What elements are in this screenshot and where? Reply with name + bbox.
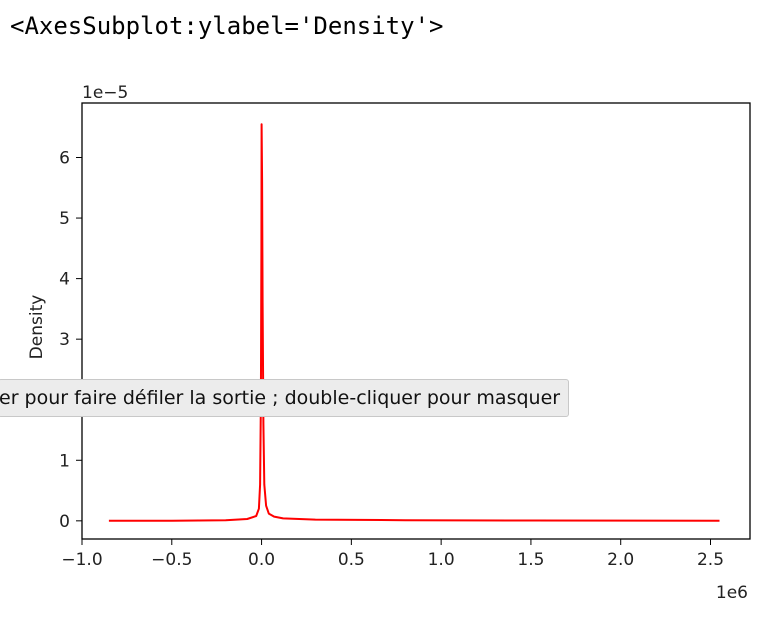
axes-frame: [81, 102, 751, 540]
x-offset-text: 1e6: [716, 583, 748, 603]
output-repr-text: <AxesSubplot:ylabel='Density'>: [10, 12, 444, 40]
y-tick-label: 4: [59, 270, 70, 290]
y-offset-text: 1e−5: [82, 83, 128, 103]
y-tick-label: 1: [59, 451, 70, 471]
y-tick-label: 0: [59, 512, 70, 532]
y-tick-label: 6: [59, 149, 70, 169]
x-tick-label: −1.0: [61, 550, 102, 570]
density-line: [108, 123, 720, 522]
series-layer: [108, 123, 720, 522]
x-ticks: −1.0 −0.5 0.0 0.5 1.0 1.5 2.0 2.5: [61, 539, 724, 570]
x-tick-label: 1.0: [428, 550, 455, 570]
x-tick-label: 2.0: [607, 550, 634, 570]
x-tick-label: −0.5: [151, 550, 192, 570]
x-tick-label: 0.0: [248, 550, 275, 570]
x-tick-label: 0.5: [338, 550, 365, 570]
y-tick-label: 3: [59, 330, 70, 350]
y-ticks: 0123456: [59, 149, 82, 532]
x-tick-label: 2.5: [697, 550, 724, 570]
y-axis-label: Density: [27, 295, 47, 360]
y-tick-label: 5: [59, 209, 70, 229]
scroll-output-tooltip: er pour faire défiler la sortie ; double…: [0, 379, 570, 417]
x-tick-label: 1.5: [517, 550, 544, 570]
